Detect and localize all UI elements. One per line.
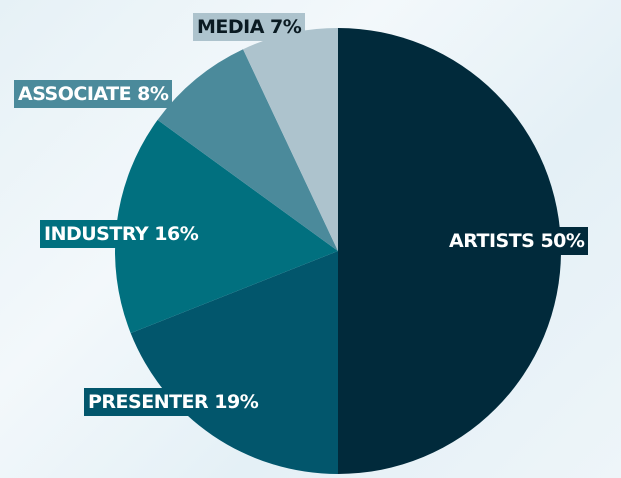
slice-label-media: MEDIA 7% [193,13,306,41]
pie-slice-associate [157,49,338,251]
slice-label-associate: ASSOCIATE 8% [14,80,173,108]
pie-slice-media [243,28,338,251]
slice-label-presenter: PRESENTER 19% [84,388,263,416]
slice-label-artists: ARTISTS 50% [445,227,589,255]
slice-label-industry: INDUSTRY 16% [40,220,203,248]
pie-slice-industry [114,119,338,334]
pie-slice-presenter [130,251,338,474]
